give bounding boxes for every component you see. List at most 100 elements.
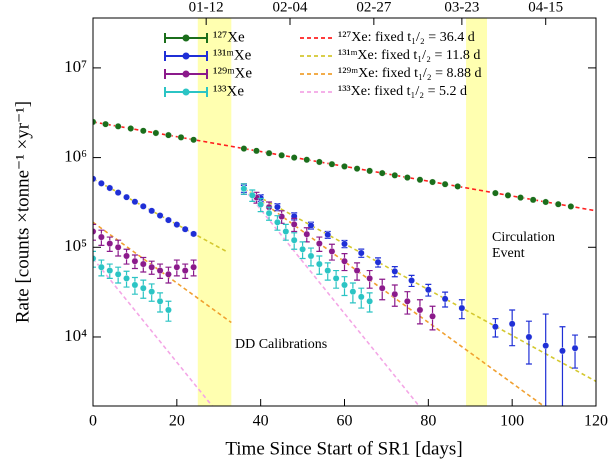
data-point [257,201,265,208]
x2-tick-label: 04-15 [528,0,563,15]
data-point [290,236,298,244]
data-point [123,193,130,201]
data-point [102,120,109,128]
data-point [424,286,432,294]
data-point [148,288,156,296]
data-point [307,252,315,260]
data-point [253,147,260,155]
x2-tick-label: 02-04 [273,0,308,15]
data-point [190,136,198,144]
data-point [391,267,399,275]
x-tick-label: 20 [169,413,185,430]
data-point [341,163,348,170]
legend-marker [182,52,190,60]
legend-label: ¹²⁷Xe [213,29,245,45]
data-point [274,203,281,211]
data-point [290,220,298,228]
data-point [491,323,499,331]
data-point [429,312,436,320]
x2-tick-label: 03-23 [444,0,479,15]
y-tick-label: 10⁵ [64,236,87,255]
data-point [278,151,286,159]
data-point [97,233,105,241]
data-point [542,342,550,350]
data-point [165,216,172,224]
legend-label: ¹³³Xe [213,83,244,99]
data-point [341,257,348,265]
data-point [97,263,105,271]
data-layer [93,118,596,406]
data-point [416,306,424,314]
fit-line [93,257,214,406]
shaded-band [197,18,232,406]
data-point [525,333,533,341]
error-bar [525,320,532,365]
data-point [315,158,323,166]
data-point [114,243,122,251]
data-point [378,169,386,177]
data-point [114,270,122,278]
legend-label: ¹³³Xe: fixed t₁/₂ = 5.2 d [338,84,467,99]
data-point [408,277,415,284]
annotation: Circulation [492,230,555,245]
fit-line [243,188,421,406]
data-point [299,245,306,253]
data-point [181,267,189,274]
data-point [315,260,323,268]
data-point [391,290,399,298]
data-point [248,191,256,199]
data-point [571,344,579,352]
data-point [282,228,290,235]
data-point [324,231,332,239]
data-point [458,304,466,312]
data-point [324,267,332,274]
data-point [378,284,386,292]
data-point [156,267,164,274]
x-tick-label: 100 [500,413,524,430]
data-point [403,297,411,305]
fit-line [243,187,596,383]
annotation: Event [492,246,525,261]
data-point [265,209,273,217]
data-point [114,122,122,130]
data-point [567,203,575,210]
data-point [303,156,311,164]
legend-marker [182,88,190,96]
data-point [542,198,550,206]
data-point [173,221,181,229]
data-point [441,180,449,188]
data-point [366,167,374,175]
y-tick-label: 10⁴ [64,326,87,345]
data-point [131,198,139,206]
data-point [139,127,147,135]
x-axis-label: Time Since Start of SR1 [days] [225,438,462,459]
data-point [148,207,156,215]
data-point [508,320,516,328]
data-point [139,202,147,210]
data-point [148,263,156,271]
data-point [106,267,114,274]
x-tick-label: 80 [420,413,436,430]
y-tick-label: 10⁶ [64,146,87,165]
data-point [106,184,114,192]
data-point [156,212,164,219]
legend-label: ¹²⁹ᵐXe: fixed t₁/₂ = 8.88 d [338,66,482,81]
data-point [504,191,512,199]
data-point [123,274,130,282]
data-point [366,297,374,305]
data-point [403,174,411,181]
data-point [240,145,248,152]
error-bar [93,250,96,268]
y-tick-label: 10⁷ [64,57,87,76]
data-point [328,247,336,255]
data-point [152,129,160,137]
x2-tick-label: 02-27 [356,0,391,15]
data-point [106,240,114,247]
data-point [165,270,172,278]
legend-label: ¹²⁷Xe: fixed t₁/₂ = 36.4 d [338,30,475,45]
data-point [190,263,198,271]
legend-label: ¹²⁹ᵐXe [213,65,252,81]
data-point [374,258,382,266]
data-point [274,218,281,226]
data-point [491,189,499,197]
